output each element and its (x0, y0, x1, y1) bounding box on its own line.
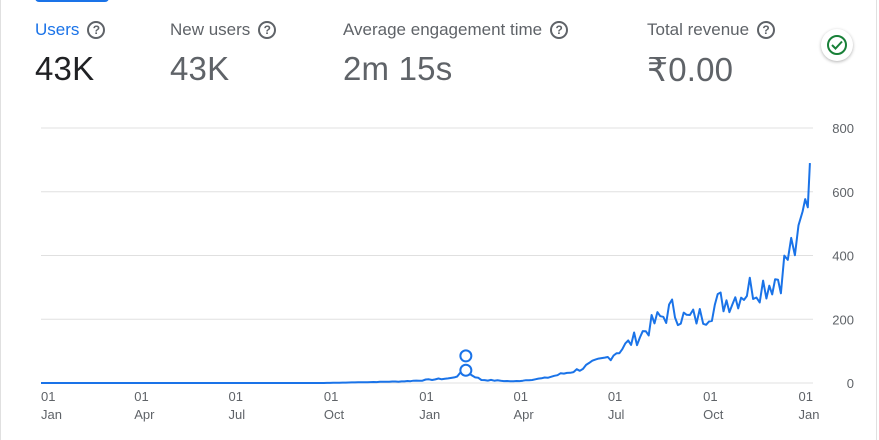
x-tick-label-day: 01 (41, 389, 55, 404)
metric-tab-new-users[interactable]: New users ? 43K (170, 20, 277, 88)
y-tick-label: 200 (832, 312, 854, 327)
x-tick-label-day: 01 (229, 389, 243, 404)
y-tick-label: 400 (832, 249, 854, 264)
metric-tab-total-revenue[interactable]: Total revenue ? ₹0.00 (647, 20, 776, 89)
metric-value: 43K (35, 50, 95, 87)
metric-value: 2m 15s (343, 50, 453, 87)
y-tick-label: 800 (832, 121, 854, 136)
help-icon[interactable]: ? (87, 21, 106, 39)
x-tick-label-month: Jan (798, 407, 819, 422)
x-tick-label-day: 01 (798, 389, 812, 404)
metric-label: Users (35, 20, 80, 39)
x-tick-label-month: Jul (229, 407, 246, 422)
x-tick-label-day: 01 (703, 389, 717, 404)
y-axis-labels: 0 200 400 600 800 (832, 121, 854, 391)
y-tick-label: 0 (847, 376, 854, 391)
x-axis-labels: 01 Jan 01 Apr 01 Jul 01 Oct 01 Jan 01 Apr 01 Jul 01 Oct… (41, 389, 819, 422)
checkmark-icon (831, 40, 843, 50)
annotation-marker (459, 349, 473, 363)
chart-series (41, 163, 811, 384)
x-tick-label-month: Jan (419, 407, 440, 422)
x-tick-label-day: 01 (419, 389, 433, 404)
metric-tab-users[interactable]: Users ? 43K (35, 20, 106, 88)
help-icon[interactable]: ? (757, 21, 776, 39)
x-tick-label-day: 01 (134, 389, 148, 404)
metric-value: ₹0.00 (647, 51, 734, 88)
x-tick-label-month: Jul (608, 407, 625, 422)
annotation-marker (459, 363, 473, 377)
check-circle-icon[interactable] (821, 29, 853, 61)
chart-annotations (459, 349, 473, 377)
help-icon[interactable]: ? (550, 21, 569, 39)
y-tick-label: 600 (832, 185, 854, 200)
metric-label: Average engagement time (343, 20, 543, 39)
x-tick-label-month: Jan (41, 407, 62, 422)
active-tab-indicator (35, 0, 109, 2)
metric-label: New users (170, 20, 251, 39)
x-tick-label-month: Oct (324, 407, 345, 422)
metric-label: Total revenue (647, 20, 750, 39)
x-tick-label-day: 01 (324, 389, 338, 404)
x-tick-label-day: 01 (608, 389, 622, 404)
x-tick-label-month: Oct (703, 407, 724, 422)
help-icon[interactable]: ? (258, 21, 277, 39)
chart-grid (41, 127, 813, 384)
x-tick-label-day: 01 (514, 389, 528, 404)
series-line (41, 163, 811, 384)
metric-tab-average-engagement-time[interactable]: Average engagement time ? 2m 15s (343, 20, 569, 88)
metric-value: 43K (170, 50, 230, 87)
x-tick-label-month: Apr (134, 407, 155, 422)
x-tick-label-month: Apr (514, 407, 535, 422)
